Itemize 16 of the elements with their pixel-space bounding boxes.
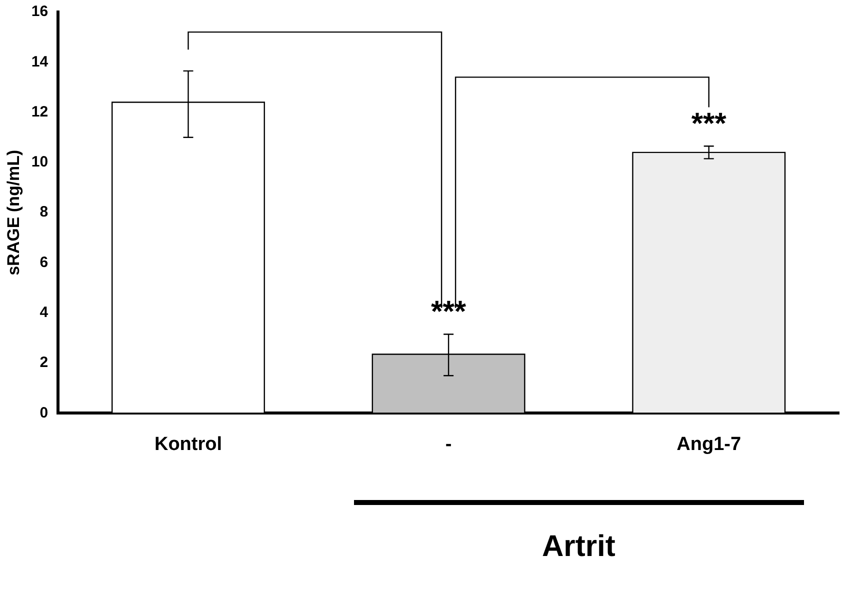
y-tick-label: 4 <box>40 304 49 322</box>
y-tick-label: 16 <box>31 3 48 20</box>
x-tick-label: Ang1-7 <box>676 434 742 455</box>
y-tick-label: 12 <box>31 103 48 120</box>
x-tick-label: Kontrol <box>154 434 222 455</box>
y-tick-label: 6 <box>40 254 48 271</box>
annotation: *** <box>431 295 466 328</box>
y-tick-label: 14 <box>31 53 49 70</box>
x-tick-label: - <box>445 434 452 455</box>
y-tick-label: 8 <box>40 204 48 221</box>
text: Artrit <box>541 530 616 564</box>
y-tick-label: 2 <box>40 354 48 372</box>
annotation: *** <box>691 107 727 140</box>
y-axis-title: sRAGE (ng/mL) <box>4 150 23 276</box>
y-tick-label: 0 <box>40 404 48 422</box>
y-tick-label: 10 <box>31 154 48 171</box>
